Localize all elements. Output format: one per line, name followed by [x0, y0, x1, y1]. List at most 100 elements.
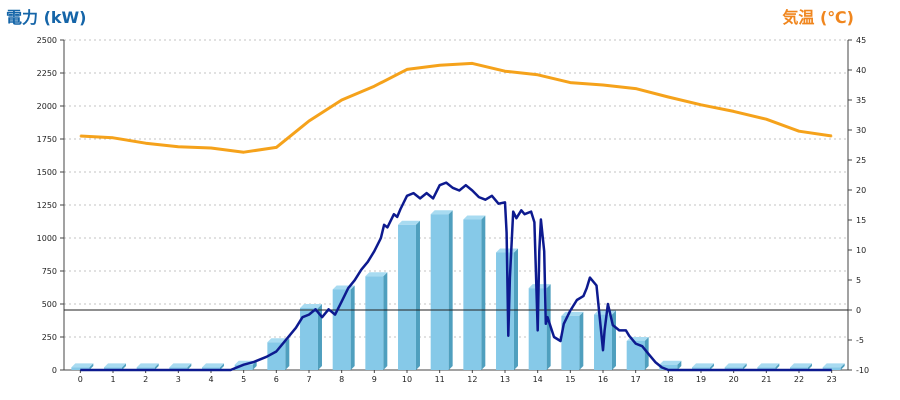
right-tick-label-11: 45: [856, 36, 866, 45]
power-bar-side-7: [317, 303, 322, 370]
x-tick-label-6: 6: [274, 375, 279, 384]
power-bar-side-4: [219, 363, 224, 370]
x-tick-label-4: 4: [208, 375, 213, 384]
x-tick-label-0: 0: [78, 375, 83, 384]
power-bar-side-19: [709, 363, 714, 370]
power-bar-front-23: [822, 367, 841, 370]
power-bar-top-7: [300, 303, 322, 308]
power-bar-side-10: [415, 220, 420, 370]
power-bar-front-22: [790, 367, 808, 370]
power-bar-top-21: [757, 363, 780, 368]
power-bar-22: [790, 363, 812, 370]
power-bar-side-11: [448, 210, 453, 370]
temperature-point-8: [340, 99, 343, 101]
power-bar-top-3: [169, 363, 192, 368]
right-tick-label-2: 0: [856, 306, 861, 315]
temperature-point-14: [536, 74, 539, 76]
power-bar-side-15: [579, 311, 584, 370]
power-bar-23: [822, 363, 845, 370]
power-bar-top-22: [790, 363, 812, 368]
power-bar-top-20: [724, 363, 747, 368]
power-bar-side-14: [546, 284, 551, 370]
temperature-point-1: [112, 137, 114, 139]
temperature-point-22: [798, 130, 800, 132]
right-tick-label-8: 30: [856, 126, 866, 135]
power-bar-side-20: [742, 363, 747, 370]
power-bar-17: [626, 336, 649, 370]
power-bar-21: [757, 363, 780, 370]
left-tick-label-8: 2000: [37, 102, 57, 111]
x-tick-label-21: 21: [761, 375, 771, 384]
temperature-point-0: [79, 135, 82, 137]
grid-lines: [64, 39, 848, 338]
temperature-line: [80, 61, 832, 154]
x-tick-label-19: 19: [696, 375, 706, 384]
right-tick-label-6: 20: [856, 186, 866, 195]
power-bar-top-4: [202, 363, 224, 368]
left-tick-label-0: 0: [52, 366, 57, 375]
power-bar-18: [659, 360, 682, 370]
temperature-point-9: [373, 85, 376, 87]
power-bar-side-3: [187, 363, 192, 370]
temperature-point-6: [275, 146, 278, 149]
power-bar-4: [202, 363, 224, 370]
temperature-point-10: [406, 68, 408, 71]
temperature-point-3: [177, 146, 180, 148]
left-tick-label-9: 2250: [37, 69, 57, 78]
power-bar-side-23: [840, 363, 845, 370]
left-axis-label: 電力 (kW): [6, 8, 87, 27]
right-tick-label-4: 10: [856, 246, 866, 255]
power-bar-top-2: [136, 363, 159, 368]
temperature-point-4: [210, 147, 212, 149]
power-bar-11: [430, 210, 453, 370]
power-bar-front-9: [365, 276, 384, 370]
power-bar-front-17: [626, 340, 645, 370]
power-bar-front-2: [136, 367, 155, 370]
left-tick-label-7: 1750: [37, 135, 57, 144]
power-bar-front-11: [430, 214, 449, 370]
power-bar-side-21: [775, 363, 780, 370]
temperature-point-19: [700, 104, 702, 106]
power-bar-front-21: [757, 367, 776, 370]
power-bar-side-13: [513, 248, 518, 370]
x-tick-label-14: 14: [533, 375, 543, 384]
x-tick-label-10: 10: [402, 375, 412, 384]
right-tick-label-3: 5: [856, 276, 861, 285]
power-bar-side-8: [350, 285, 355, 370]
left-tick-label-6: 1500: [37, 168, 57, 177]
temperature-point-16: [602, 84, 604, 86]
power-bar-top-12: [463, 215, 486, 220]
power-bar-front-4: [202, 367, 220, 370]
temperature-point-7: [308, 120, 310, 122]
power-bar-side-9: [383, 272, 388, 370]
left-tick-label-10: 2500: [37, 36, 57, 45]
power-bar-side-22: [807, 363, 812, 370]
power-bar-front-19: [692, 367, 710, 370]
x-tick-label-18: 18: [663, 375, 673, 384]
temperature-point-12: [471, 62, 474, 65]
power-bar-side-5: [252, 360, 257, 370]
power-bar-19: [692, 363, 714, 370]
left-tick-label-2: 500: [42, 300, 57, 309]
temperature-point-13: [504, 70, 506, 72]
power-bar-front-18: [659, 364, 678, 370]
power-bar-top-23: [822, 363, 845, 368]
x-tick-label-1: 1: [110, 375, 115, 384]
power-bar-front-6: [267, 342, 286, 370]
power-bar-9: [365, 272, 388, 370]
left-tick-label-1: 250: [42, 333, 57, 342]
left-tick-label-4: 1000: [37, 234, 57, 243]
power-bar-front-1: [104, 367, 122, 370]
x-tick-label-20: 20: [729, 375, 739, 384]
power-bar-7: [300, 303, 322, 370]
power-bar-top-19: [692, 363, 714, 368]
x-tick-label-22: 22: [794, 375, 804, 384]
tick-labels: 02505007501000125015001750200022502500-1…: [37, 36, 869, 384]
x-tick-label-16: 16: [598, 375, 608, 384]
hourly-power-bars: [71, 210, 845, 370]
power-bar-side-12: [481, 215, 486, 370]
series-lines: [79, 61, 833, 372]
power-bar-0: [71, 363, 94, 370]
power-line: [80, 181, 832, 372]
